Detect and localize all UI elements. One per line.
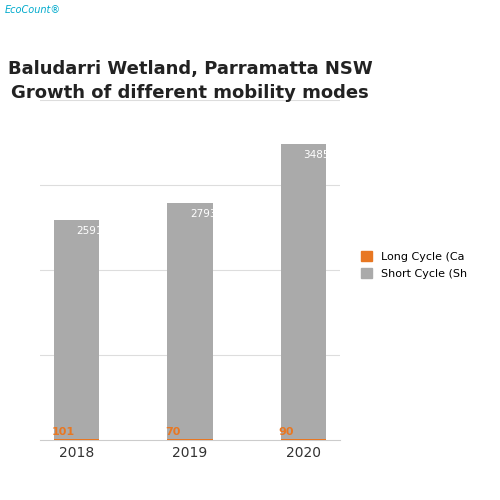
Text: 101: 101 — [52, 428, 74, 438]
Text: 90: 90 — [278, 428, 294, 438]
Bar — [168, 202, 212, 440]
Text: 34854: 34854 — [304, 150, 337, 160]
Bar — [54, 439, 99, 440]
Text: 70: 70 — [165, 428, 180, 438]
Text: 25912: 25912 — [76, 226, 110, 235]
Text: 27932: 27932 — [190, 208, 223, 218]
Bar — [54, 220, 99, 440]
Legend: Long Cycle (Ca, Short Cycle (Sh: Long Cycle (Ca, Short Cycle (Sh — [356, 246, 473, 284]
Text: EcoCount®: EcoCount® — [5, 5, 61, 15]
Text: Baludarri Wetland, Parramatta NSW
Growth of different mobility modes: Baludarri Wetland, Parramatta NSW Growth… — [8, 60, 372, 102]
Bar — [281, 144, 326, 440]
Bar — [281, 439, 326, 440]
